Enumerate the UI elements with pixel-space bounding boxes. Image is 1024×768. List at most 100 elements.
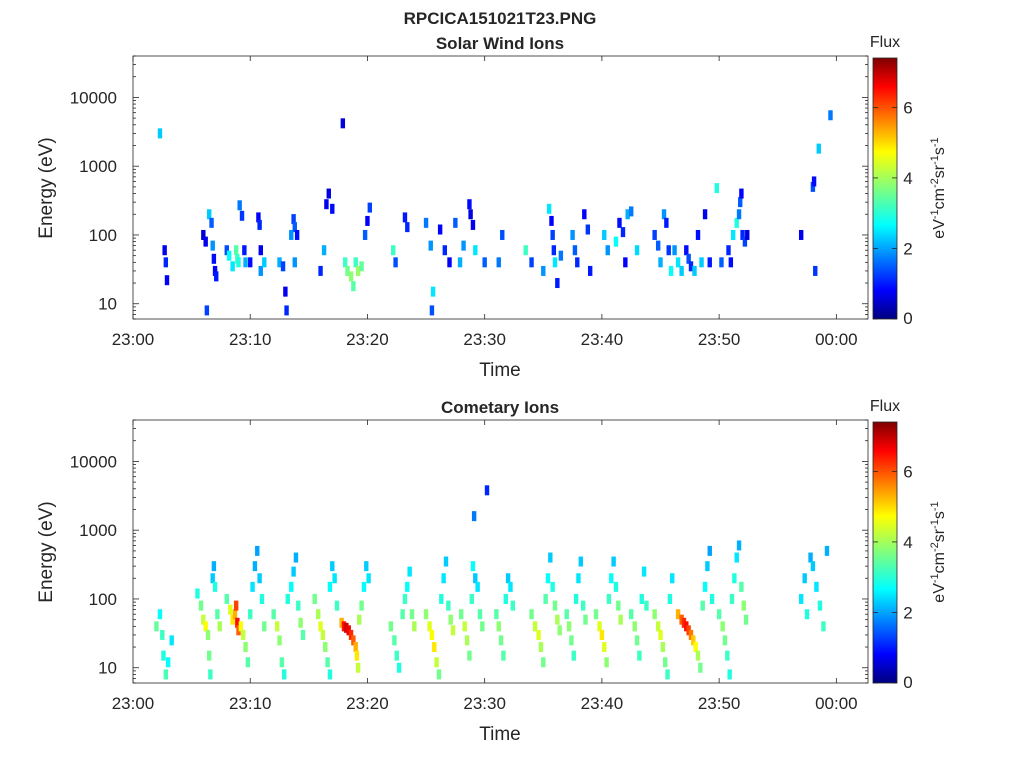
heatmap-cell xyxy=(734,552,739,563)
heatmap-cell xyxy=(639,593,644,604)
heatmap-cell xyxy=(484,485,490,496)
x-axis-label: Time xyxy=(479,724,521,745)
heatmap-cell xyxy=(430,286,436,297)
heatmap-cell xyxy=(498,635,504,646)
heatmap-cell xyxy=(739,581,744,592)
heatmap-cell xyxy=(688,629,694,640)
x-axis-label: Time xyxy=(479,360,521,381)
colorbar-tick-label: 4 xyxy=(903,533,912,552)
heatmap-cell xyxy=(210,573,215,584)
heatmap-cell xyxy=(821,621,826,632)
heatmap-cell xyxy=(658,257,663,268)
y-tick-label: 10 xyxy=(98,659,117,678)
heatmap-cell xyxy=(162,245,167,256)
heatmap-cell xyxy=(810,181,816,192)
heatmap-cell xyxy=(494,609,499,620)
heatmap-cell xyxy=(464,635,470,646)
heatmap-cell xyxy=(214,271,219,282)
heatmap-cell xyxy=(480,621,485,632)
heatmap-cell xyxy=(277,257,282,268)
heatmap-cell xyxy=(169,635,174,646)
heatmap-cell xyxy=(245,657,251,668)
heatmap-cell xyxy=(212,265,218,276)
heatmap-cell xyxy=(804,609,810,620)
heatmap-cell xyxy=(198,600,204,611)
heatmap-cell xyxy=(289,581,294,592)
heatmap-cell xyxy=(405,222,410,233)
heatmap-cells xyxy=(157,110,833,316)
heatmap-cell xyxy=(742,236,748,247)
heatmap-cell xyxy=(355,265,361,276)
heatmap-cell xyxy=(327,669,333,680)
heatmap-cell xyxy=(462,621,467,632)
heatmap-cell xyxy=(510,600,516,611)
heatmap-cell xyxy=(402,593,408,604)
heatmap-cell xyxy=(228,604,233,615)
heatmap-cell xyxy=(434,657,439,668)
heatmap-cell xyxy=(707,257,712,268)
heatmap-cell xyxy=(163,257,169,268)
heatmap-cell xyxy=(618,614,623,625)
heatmap-cell xyxy=(457,257,463,268)
heatmap-cell xyxy=(160,629,165,640)
heatmap-cell xyxy=(344,622,349,633)
heatmap-cell xyxy=(700,600,705,611)
heatmap-cell xyxy=(570,229,575,240)
y-ticks: 10 100 1000 10000 xyxy=(70,419,868,684)
heatmap-cell xyxy=(224,593,229,604)
heatmap-cell xyxy=(230,261,235,272)
heatmap-cell xyxy=(730,229,736,240)
heatmap-cell xyxy=(736,540,742,551)
y-tick-label: 10000 xyxy=(70,452,117,471)
y-axis-label: Energy (eV) xyxy=(36,137,57,238)
y-tick-label: 100 xyxy=(89,590,117,609)
x-tick-label: 23:00 xyxy=(112,330,155,349)
heatmap-cell xyxy=(441,573,446,584)
heatmap-cell xyxy=(475,581,480,592)
heatmap-cell xyxy=(496,621,501,632)
colorbar-label: eV-1cm-2sr-1s-1 xyxy=(929,137,948,238)
heatmap-cell xyxy=(541,657,546,668)
heatmap-cell xyxy=(641,566,647,577)
heatmap-cell xyxy=(555,278,560,289)
heatmap-cell xyxy=(237,200,242,211)
heatmap-cell xyxy=(693,642,698,653)
heatmap-cell xyxy=(334,600,340,611)
heatmap-cell xyxy=(274,621,280,632)
heatmap-cell xyxy=(396,662,402,673)
x-tick-label: 23:40 xyxy=(581,330,624,349)
heatmap-cell xyxy=(523,245,528,256)
heatmap-cell xyxy=(666,245,671,256)
heatmap-cell xyxy=(243,642,248,653)
heatmap-cell xyxy=(661,209,667,220)
heatmap-cell xyxy=(324,199,329,210)
heatmap-cell xyxy=(294,229,300,240)
heatmap-cell xyxy=(209,217,214,228)
heatmap-cell xyxy=(359,600,364,611)
heatmap-cell xyxy=(578,556,583,567)
heatmap-cell xyxy=(423,217,429,228)
heatmap-cell xyxy=(346,625,351,636)
heatmap-cell xyxy=(250,581,255,592)
heatmap-cell xyxy=(702,581,708,592)
heatmap-cell xyxy=(658,629,663,640)
panel-cometary: Cometary Ions 23:00 23:10 23:20 23:30 23:40 2… xyxy=(36,398,948,745)
heatmap-cell xyxy=(686,253,691,264)
heatmap-cell xyxy=(798,593,804,604)
heatmap-cell xyxy=(443,556,449,567)
heatmap-cell xyxy=(573,593,579,604)
colorbar xyxy=(872,57,898,320)
heatmap-cell xyxy=(291,214,296,225)
heatmap-cell xyxy=(558,250,564,261)
heatmap-cell xyxy=(217,621,222,632)
colorbar-ticks: 0 2 4 6 xyxy=(873,98,913,328)
heatmap-cell xyxy=(814,581,819,592)
x-tick-label: 23:30 xyxy=(463,694,506,713)
x-tick-label: 23:00 xyxy=(112,694,155,713)
heatmap-cell xyxy=(437,224,443,235)
heatmap-cell xyxy=(593,609,599,620)
heatmap-cell xyxy=(473,245,478,256)
heatmap-cell xyxy=(300,629,306,640)
heatmap-cell xyxy=(623,257,628,268)
heatmap-cell xyxy=(407,566,412,577)
